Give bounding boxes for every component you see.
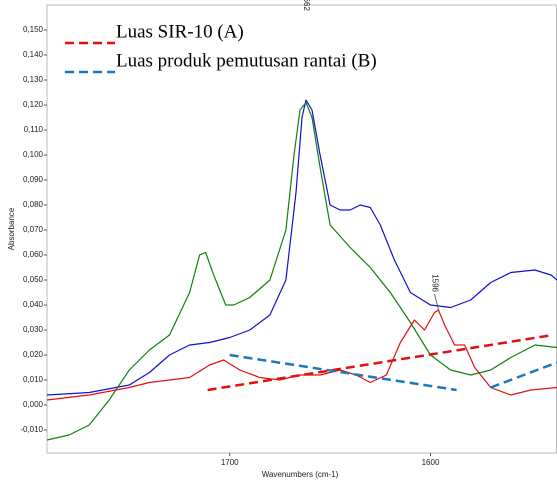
y-tick-label: 0,080 [23, 200, 44, 209]
spectrum-line [46, 99, 557, 396]
y-tick-label: 0,030 [23, 325, 44, 334]
y-tick-label: 0,040 [23, 300, 44, 309]
y-tick-label: 0,010 [23, 375, 44, 384]
y-tick-label: 0,120 [23, 100, 44, 109]
peak-leader [434, 293, 439, 311]
y-tick-label: 0,140 [23, 50, 44, 59]
peak-label: 1662 [302, 0, 311, 11]
baseline-line [229, 353, 557, 392]
peak-label: 1596 [430, 274, 439, 292]
y-tick-label: 0,000 [23, 400, 44, 409]
y-tick-label: 0,090 [23, 175, 44, 184]
y-tick-label: 0,130 [23, 75, 44, 84]
x-tick-label: 1600 [422, 458, 440, 467]
y-tick-label: 0,050 [23, 275, 44, 284]
baseline-line [207, 333, 554, 392]
legend-label: Luas produk pemutusan rantai (B) [116, 50, 377, 71]
spectrum-line [46, 101, 557, 441]
y-tick-label: 0,060 [23, 250, 44, 259]
y-tick-label: -0,010 [20, 425, 43, 434]
legend-label: Luas SIR-10 (A) [116, 21, 244, 42]
y-tick-label: 0,020 [23, 350, 44, 359]
y-tick-label: 0,100 [23, 150, 44, 159]
y-tick-label: 0,070 [23, 225, 44, 234]
y-axis-label: Absorbance [7, 207, 16, 250]
x-axis-label: Wavenumbers (cm-1) [262, 470, 339, 479]
y-tick-label: 0,110 [24, 125, 44, 134]
y-tick-label: 0,150 [23, 25, 44, 34]
x-tick-label: 1700 [221, 458, 239, 467]
spectrum-line [46, 309, 557, 401]
